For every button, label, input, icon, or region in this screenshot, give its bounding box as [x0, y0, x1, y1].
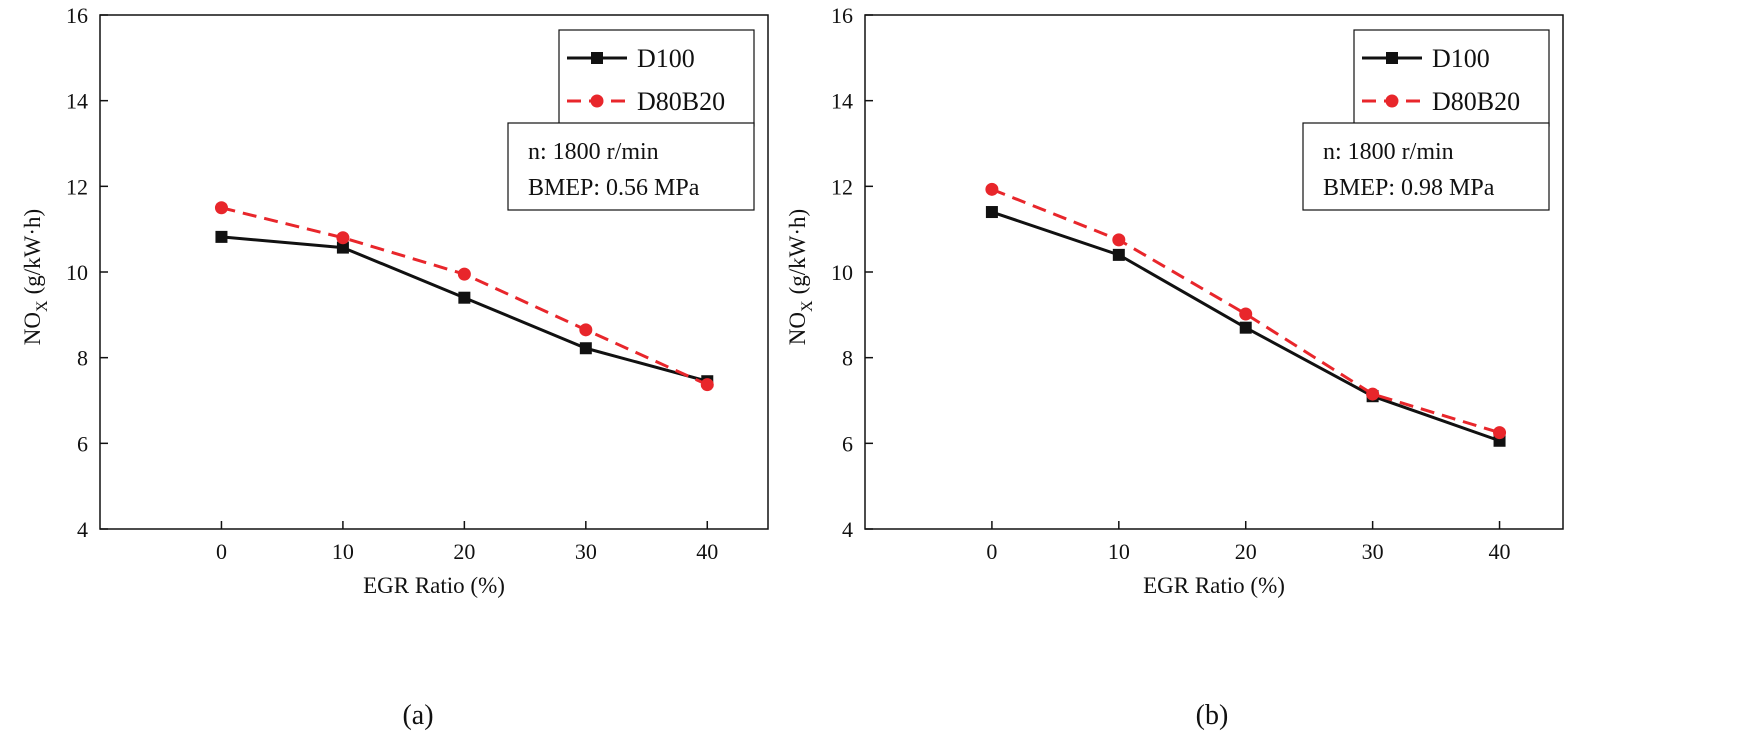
legend-label-d100: D100	[1432, 44, 1490, 73]
legend-label-d80b20: D80B20	[1432, 87, 1520, 116]
y-axis-title-main: NO	[20, 312, 45, 345]
y-tick-label: 16	[66, 3, 88, 28]
data-point-d80b20	[336, 231, 350, 245]
y-tick-label: 10	[831, 260, 853, 285]
x-tick-label: 20	[453, 539, 475, 564]
y-tick-label: 6	[842, 431, 853, 456]
y-axis-title-unit: (g/kW·h)	[785, 209, 810, 295]
x-tick-label: 30	[1362, 539, 1384, 564]
x-tick-label: 40	[696, 539, 718, 564]
annotation: n: 1800 r/min BMEP: 0.56 MPa	[507, 122, 755, 211]
y-tick-label: 10	[66, 260, 88, 285]
y-axis-title-subscript: X	[799, 300, 816, 312]
annotation-line: BMEP: 0.98 MPa	[1323, 175, 1495, 201]
annotation-line: n: 1800 r/min	[528, 139, 659, 165]
data-point-d100	[215, 230, 228, 243]
data-point-d100	[458, 291, 471, 304]
legend-box	[558, 29, 755, 127]
data-point-d100	[1112, 248, 1125, 261]
data-point-d80b20	[214, 201, 228, 215]
annotation-line: BMEP: 0.56 MPa	[528, 175, 700, 201]
y-tick-label: 16	[831, 3, 853, 28]
legend-label-d100: D100	[637, 44, 695, 73]
x-axis-title: EGR Ratio (%)	[1143, 573, 1285, 598]
chart-panel-a: 4 6 8 10 12 14 16 0 10 20 30 40 EGR Ratio (%) NOX (g/k…	[20, 3, 769, 731]
x-tick-label: 20	[1235, 539, 1257, 564]
y-tick-label: 12	[831, 174, 853, 199]
y-tick-label: 4	[842, 517, 853, 542]
series-line-d80b20	[991, 187, 1500, 435]
x-tick-label: 10	[332, 539, 354, 564]
legend-marker	[590, 94, 604, 108]
legend-box	[1353, 29, 1550, 127]
panel-label: (b)	[1196, 700, 1229, 731]
y-axis-title-unit: (g/kW·h)	[20, 209, 45, 295]
data-point-d100	[579, 342, 592, 355]
data-point-d80b20	[985, 182, 999, 196]
y-tick-label: 14	[831, 89, 853, 114]
y-axis-title: NOX (g/kW·h)	[785, 209, 816, 345]
y-tick-label: 12	[66, 174, 88, 199]
legend-marker	[1386, 52, 1398, 64]
x-tick-label: 10	[1108, 539, 1130, 564]
y-tick-label: 6	[77, 431, 88, 456]
x-tick-label: 0	[986, 539, 997, 564]
annotation: n: 1800 r/min BMEP: 0.98 MPa	[1302, 122, 1550, 211]
data-point-d100	[1239, 321, 1252, 334]
data-point-d100	[985, 206, 998, 219]
panel-label: (a)	[402, 700, 433, 731]
legend-label-d80b20: D80B20	[637, 87, 725, 116]
data-point-d80b20	[1493, 426, 1507, 440]
chart-panel-b: 4 6 8 10 12 14 16 0 10 20 30 40 EGR Ratio (%) NOX (g/k…	[785, 3, 1564, 731]
data-point-d80b20	[579, 323, 593, 337]
y-axis-title: NOX (g/kW·h)	[20, 209, 51, 345]
y-tick-label: 4	[77, 517, 88, 542]
data-point-d100	[336, 241, 349, 254]
data-point-d80b20	[1239, 307, 1253, 321]
legend: D100 D80B20	[558, 29, 755, 127]
data-point-d80b20	[457, 267, 471, 281]
y-tick-label: 8	[77, 346, 88, 371]
legend: D100 D80B20	[1353, 29, 1550, 127]
x-tick-label: 40	[1489, 539, 1511, 564]
data-point-d80b20	[1112, 233, 1126, 247]
data-point-d80b20	[1366, 387, 1380, 401]
annotation-box	[1302, 122, 1550, 211]
legend-marker	[1385, 94, 1399, 108]
series-line-d100	[221, 235, 708, 383]
y-axis-title-subscript: X	[34, 300, 51, 312]
x-axis-title: EGR Ratio (%)	[363, 573, 505, 598]
x-tick-label: 30	[575, 539, 597, 564]
legend-marker	[591, 52, 603, 64]
x-tick-label: 0	[216, 539, 227, 564]
y-axis-title-main: NO	[785, 312, 810, 345]
annotation-box	[507, 122, 755, 211]
data-point-d80b20	[700, 378, 714, 392]
y-tick-label: 8	[842, 346, 853, 371]
annotation-line: n: 1800 r/min	[1323, 139, 1454, 165]
y-tick-label: 14	[66, 89, 88, 114]
